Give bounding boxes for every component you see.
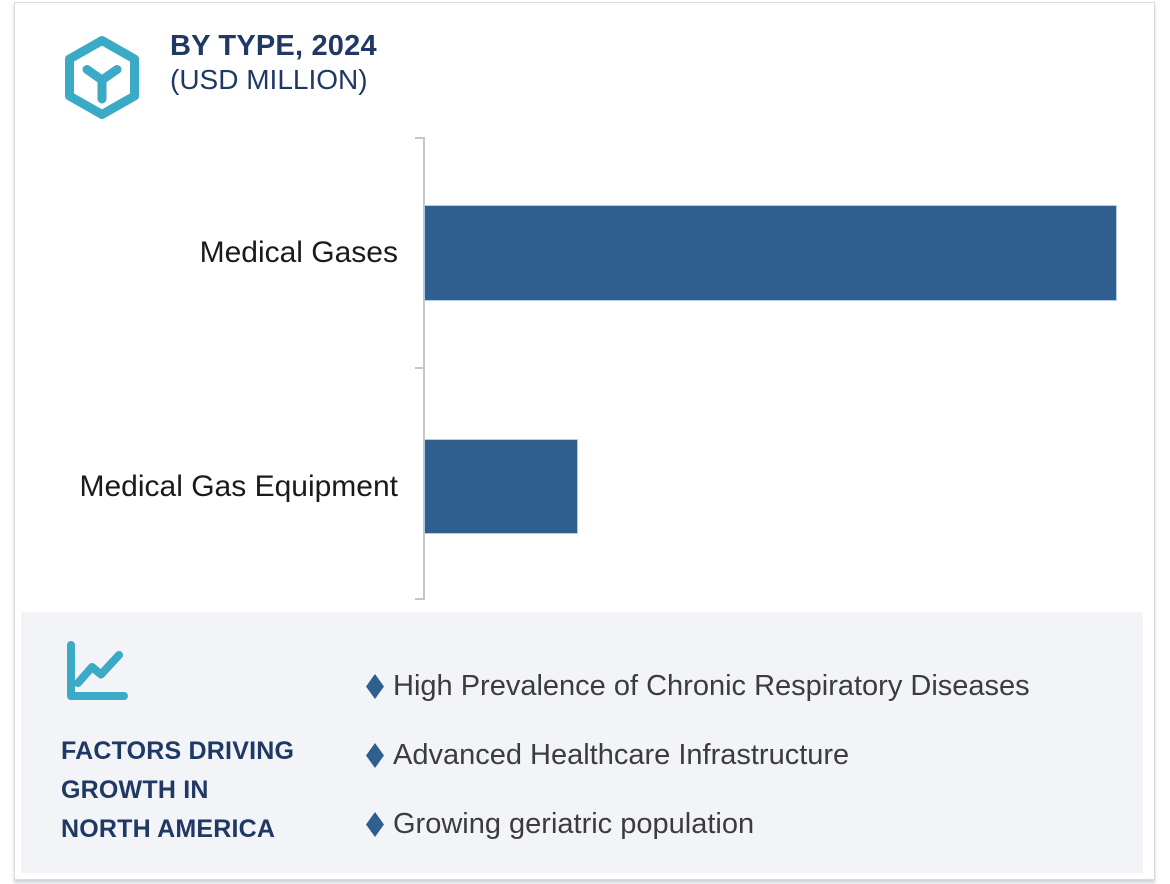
factors-heading-line: FACTORS DRIVING — [61, 737, 295, 765]
factor-text: High Prevalence of Chronic Respiratory D… — [393, 669, 1030, 702]
chart-subtitle: (USD MILLION) — [170, 64, 368, 95]
factor-text: Advanced Healthcare Infrastructure — [393, 738, 850, 771]
diamond-bullet-icon — [366, 811, 384, 837]
y-axis-line — [423, 137, 425, 600]
chart-card: BY TYPE, 2024 (USD MILLION) Medical Gase… — [14, 2, 1155, 880]
factor-text: Growing geriatric population — [393, 807, 755, 840]
bar-medical-gas-equipment — [424, 439, 578, 534]
factor-item: Growing geriatric population — [366, 804, 1030, 844]
factors-heading-line: NORTH AMERICA — [61, 815, 276, 843]
y-axis-tick — [415, 137, 424, 139]
factors-heading-line: GROWTH IN — [61, 776, 209, 804]
diamond-bullet-icon — [366, 742, 384, 768]
factor-item: Advanced Healthcare Infrastructure — [366, 735, 1030, 775]
factor-item: High Prevalence of Chronic Respiratory D… — [366, 666, 1030, 706]
category-label-medical-gases: Medical Gases — [199, 236, 398, 269]
y-axis-tick — [415, 367, 424, 369]
category-label-medical-gas-equipment: Medical Gas Equipment — [79, 469, 399, 503]
factors-list: High Prevalence of Chronic Respiratory D… — [366, 666, 1030, 844]
cube-hexagon-icon — [65, 36, 139, 119]
line-chart-icon — [67, 641, 128, 700]
chart-title-block: BY TYPE, 2024 (USD MILLION) — [170, 29, 377, 97]
y-axis-tick — [415, 598, 424, 600]
factors-panel: FACTORS DRIVING GROWTH IN NORTH AMERICA … — [21, 612, 1143, 873]
bar-chart: Medical Gases Medical Gas Equipment — [15, 3, 1154, 879]
bar-medical-gases — [424, 205, 1117, 301]
chart-header: BY TYPE, 2024 (USD MILLION) — [62, 29, 377, 119]
factors-heading: FACTORS DRIVING GROWTH IN NORTH AMERICA — [61, 732, 294, 849]
diamond-bullet-icon — [366, 673, 384, 699]
chart-title: BY TYPE, 2024 — [170, 30, 377, 62]
